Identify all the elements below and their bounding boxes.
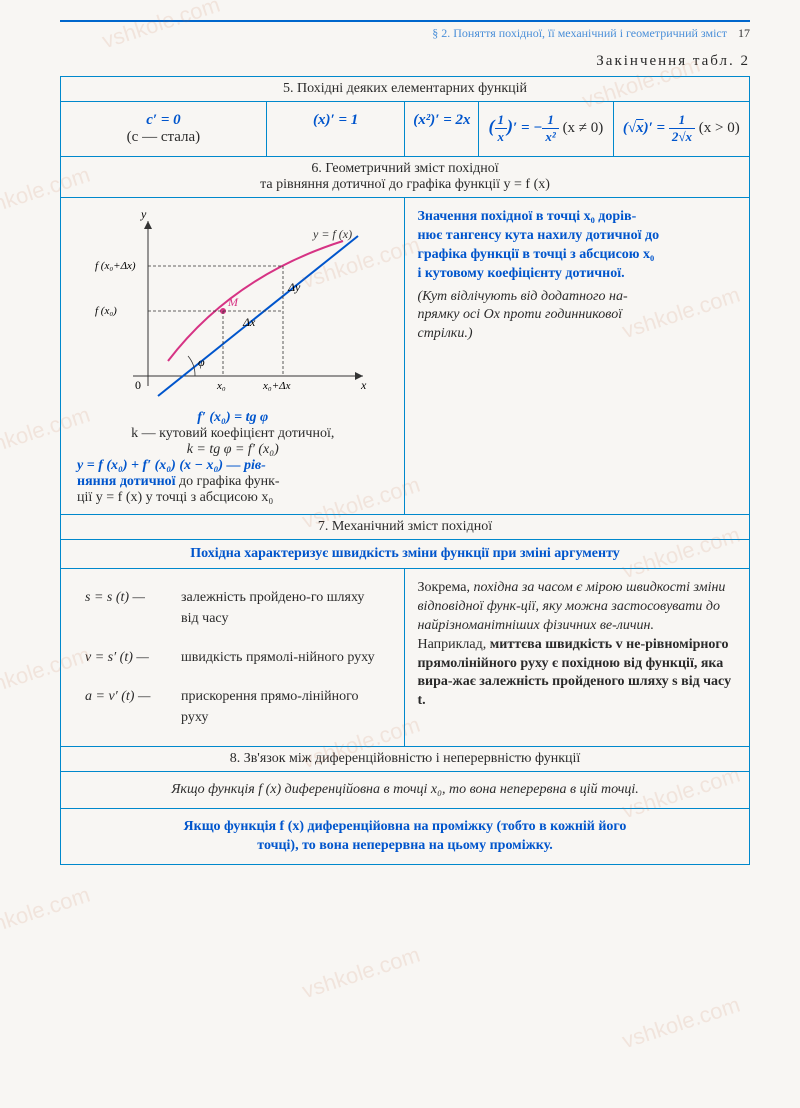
section8-header: 8. Зв'язок між диференційовністю і непер…	[61, 747, 750, 772]
header-rule	[60, 20, 750, 22]
mech-left-cell: s = s (t) — залежність пройдено-го шляху…	[61, 569, 405, 747]
watermark: vshkole.com	[0, 882, 93, 945]
svg-text:f (x₀+Δx): f (x₀+Δx)	[95, 260, 136, 272]
formula-inv: (1x)′ = −1x² (x ≠ 0)	[479, 102, 613, 157]
watermark: vshkole.com	[299, 942, 423, 1005]
formula-sqrt: (√x)′ = 12√x (x > 0)	[613, 102, 749, 157]
table-continuation: Закінчення табл. 2	[60, 53, 750, 70]
svg-text:f (x₀): f (x₀)	[95, 305, 117, 317]
section7-header: 7. Механічний зміст похідної	[61, 515, 750, 540]
svg-text:M: M	[227, 295, 239, 309]
k-coeff-eq: k = tg φ = f′ (x₀)	[69, 442, 396, 458]
svg-text:φ: φ	[198, 355, 205, 369]
mech-right-cell: Зокрема, похідна за часом є мірою швидко…	[405, 569, 750, 747]
svg-text:y: y	[140, 207, 147, 221]
svg-text:x₀: x₀	[216, 380, 226, 392]
main-table: 5. Похідні деяких елементарних функцій c…	[60, 76, 750, 865]
formula-const: c′ = 0 (c — стала)	[61, 102, 267, 157]
svg-text:0: 0	[135, 378, 141, 392]
diff-point-text: Якщо функція f (x) диференційовна в точц…	[61, 772, 750, 809]
page-number: 17	[738, 26, 750, 40]
tangent-eq: y = f (x₀) + f′ (x₀) (x − x₀) — рів-	[77, 458, 266, 473]
diff-interval-text: Якщо функція f (x) диференційовна на про…	[61, 808, 750, 864]
watermark: vshkole.com	[619, 992, 743, 1055]
svg-text:y = f (x): y = f (x)	[312, 227, 352, 241]
svg-text:x: x	[360, 378, 367, 392]
geometric-graph-cell: y x 0 y = f (x) M Δy Δx φ x₀ x₀+Δx	[61, 198, 405, 515]
section-title: § 2. Поняття похідної, її механічний і г…	[432, 26, 727, 40]
tangent-graph: y x 0 y = f (x) M Δy Δx φ x₀ x₀+Δx	[93, 206, 373, 406]
svg-text:Δy: Δy	[287, 280, 301, 294]
page-header: § 2. Поняття похідної, її механічний і г…	[60, 26, 750, 41]
section6-header: 6. Геометричний зміст похідної та рівнян…	[61, 157, 750, 198]
geometric-meaning-text: Значення похідної в точці x₀ дорів- нює …	[405, 198, 750, 515]
deriv-tg-eq: f′ (x₀) = tg φ	[69, 410, 396, 426]
formula-x: (x)′ = 1	[266, 102, 405, 157]
svg-text:x₀+Δx: x₀+Δx	[262, 380, 291, 392]
k-coeff-text: k — кутовий коефіцієнт дотичної,	[69, 426, 396, 442]
svg-text:Δx: Δx	[242, 315, 256, 329]
section5-header: 5. Похідні деяких елементарних функцій	[61, 77, 750, 102]
mech-subheader: Похідна характеризує швидкість зміни фун…	[61, 540, 750, 569]
formula-x2: (x²)′ = 2x	[405, 102, 479, 157]
